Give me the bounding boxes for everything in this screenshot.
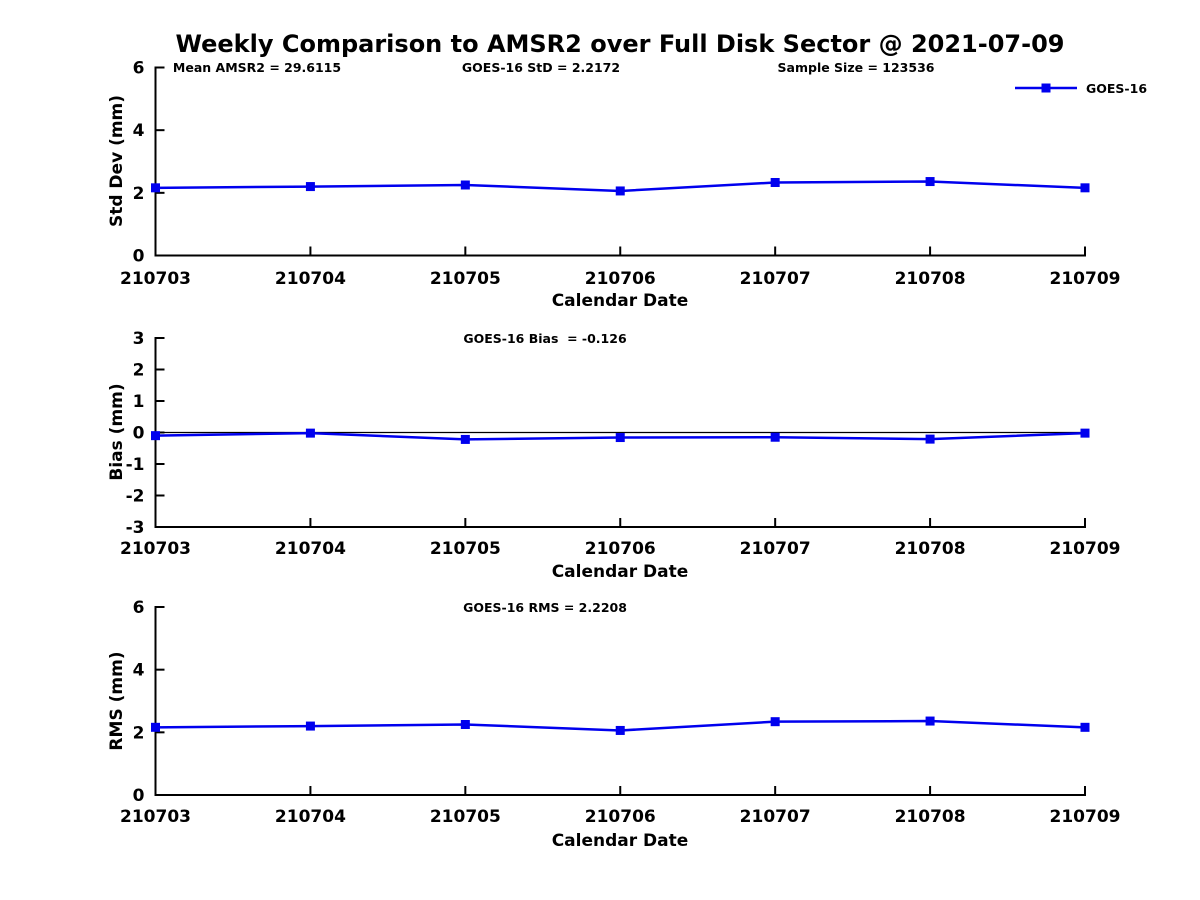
x-tick-label: 210705 [430,539,501,559]
legend-marker-sample [1041,83,1051,93]
data-point-marker [460,180,470,190]
x-tick-label: 210703 [120,269,191,289]
y-tick-label: 4 [133,661,145,681]
x-tick-label: 210704 [275,539,346,559]
x-axis-label-stddev: Calendar Date [552,291,689,311]
x-tick-label: 210706 [585,269,656,289]
data-point-marker [770,177,780,187]
legend: GOES-16 [1015,81,1147,96]
y-tick-label: 2 [133,361,145,381]
y-tick-label: 1 [133,392,145,412]
plot-area-stddev: 0 2 4 6 210703 210704 210705 210706 210707 210708… [120,59,1120,290]
y-tick-label: 2 [133,184,145,204]
y-tick-label: 6 [133,59,145,79]
x-tick-label: 210709 [1050,807,1121,827]
annotation-goes16-bias: GOES-16 Bias = -0.126 [463,331,627,346]
x-tick-label: 210706 [585,807,656,827]
x-tick-label: 210704 [275,807,346,827]
data-point-marker [925,716,935,726]
data-point-marker [460,720,470,729]
data-point-marker [1080,428,1090,438]
x-axis-label-rms: Calendar Date [552,831,689,851]
data-point-marker [151,431,160,441]
plot-area-bias: -3 -2 -1 0 1 2 3 210703 210704 210705 210706 210707… [120,329,1120,559]
annotation-goes16-std: GOES-16 StD = 2.2172 [462,60,620,75]
data-point-marker [460,434,470,444]
x-tick-label: 210708 [895,539,966,559]
plot-area-rms: 0 2 4 6 210703 210704 210705 210706 210707 210708… [120,598,1120,827]
y-axis-label-bias: Bias (mm) [107,383,127,480]
subplot-stddev: 0 2 4 6 210703 210704 210705 210706 210707 210708… [107,59,1147,312]
data-point-marker [305,721,315,731]
data-point-marker [925,434,935,444]
y-tick-label: 0 [133,247,145,267]
data-point-marker [770,717,780,727]
subplot-bias: -3 -2 -1 0 1 2 3 210703 210704 210705 210706 210707… [107,329,1120,582]
legend-label: GOES-16 [1086,81,1147,96]
y-tick-label: 2 [133,723,145,743]
x-tick-label: 210708 [895,807,966,827]
y-tick-label: -3 [126,518,145,538]
data-point-marker [1080,722,1090,732]
data-point-marker [1080,183,1090,193]
data-point-marker [925,177,935,187]
x-tick-label: 210705 [430,269,501,289]
x-axis-label-bias: Calendar Date [552,562,689,582]
y-tick-label: 0 [133,786,145,806]
data-point-marker [305,428,315,438]
chart-title: Weekly Comparison to AMSR2 over Full Dis… [176,30,1065,58]
data-point-marker [151,722,160,732]
x-tick-label: 210707 [740,539,811,559]
y-tick-label: 3 [133,329,145,349]
y-axis-label-stddev: Std Dev (mm) [107,95,127,227]
y-tick-label: -2 [126,487,145,507]
y-axis-label-rms: RMS (mm) [107,651,127,750]
x-tick-label: 210704 [275,269,346,289]
data-point-marker [615,433,625,443]
annotation-sample-size: Sample Size = 123536 [778,60,935,75]
x-tick-label: 210709 [1050,539,1121,559]
x-tick-label: 210703 [120,539,191,559]
x-tick-label: 210707 [740,269,811,289]
annotation-goes16-rms: GOES-16 RMS = 2.2208 [463,600,627,615]
x-tick-label: 210706 [585,539,656,559]
data-point-marker [615,725,625,735]
x-tick-label: 210708 [895,269,966,289]
y-tick-label: 4 [133,121,145,141]
y-tick-label: 0 [133,424,145,444]
subplot-rms: 0 2 4 6 210703 210704 210705 210706 210707 210708… [107,598,1120,851]
x-tick-label: 210705 [430,807,501,827]
x-tick-label: 210707 [740,807,811,827]
data-point-marker [305,182,315,192]
data-point-marker [151,183,160,193]
data-point-marker [770,432,780,442]
x-tick-label: 210709 [1050,269,1121,289]
y-tick-label: -1 [126,455,145,475]
y-tick-label: 6 [133,598,145,618]
data-point-marker [615,186,625,196]
x-tick-label: 210703 [120,807,191,827]
annotation-mean-amsr2: Mean AMSR2 = 29.6115 [173,60,341,75]
